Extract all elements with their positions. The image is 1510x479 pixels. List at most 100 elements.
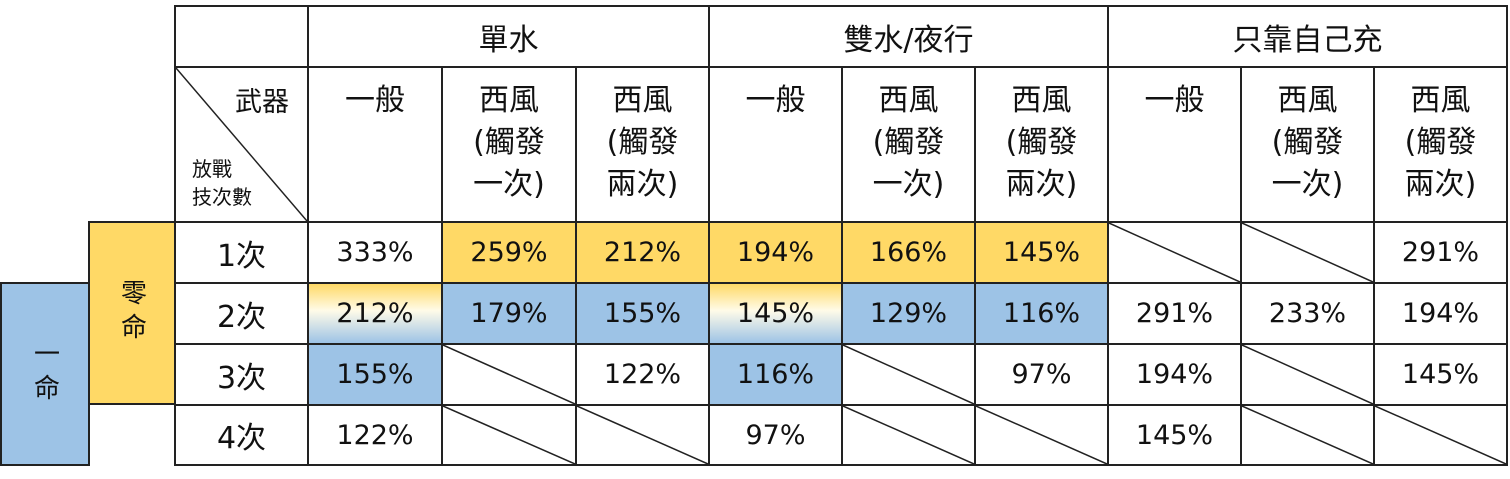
empty-cell (441, 404, 577, 466)
group-header: 雙水/夜行 (708, 5, 1109, 68)
value-cell-text: 122% (603, 359, 682, 390)
weapon-header: 一般 (307, 66, 443, 223)
value-cell-text: 116% (736, 359, 815, 390)
weapon-header: 西風 (觸發 兩次) (974, 66, 1109, 223)
row-header-text: 2次 (216, 299, 267, 335)
weapon-header: 西風 (觸發 一次) (441, 66, 577, 223)
value-cell: 194% (1373, 282, 1508, 345)
value-cell: 179% (441, 282, 577, 345)
empty-cell (974, 404, 1109, 466)
diagonal-line (176, 68, 307, 221)
value-cell-text: 145% (1135, 419, 1214, 451)
value-cell: 97% (708, 404, 843, 466)
value-cell-text: 166% (869, 237, 948, 268)
diagonal-line (976, 406, 1107, 464)
weapon-header-text: 西風 (觸發 兩次) (606, 83, 679, 202)
group-header-text: 只靠自己充 (1232, 22, 1383, 58)
value-cell: 122% (307, 404, 443, 466)
weapon-header-text: 西風 (觸發 兩次) (1005, 83, 1078, 202)
row-header-text: 3次 (216, 360, 267, 396)
value-cell-text: 97% (745, 419, 806, 451)
value-cell-text: 194% (1401, 298, 1480, 329)
top-left-blank-cell (174, 5, 309, 68)
value-cell: 129% (841, 282, 976, 345)
side-label-one-constellation: 一命 (0, 282, 90, 466)
value-cell-text: 145% (1002, 237, 1081, 268)
row-header-text: 4次 (216, 421, 267, 456)
value-cell: 116% (708, 343, 843, 406)
diagonal-line (1109, 223, 1240, 282)
group-header: 只靠自己充 (1107, 5, 1508, 68)
value-cell: 145% (708, 282, 843, 345)
weapon-header-text: 一般 (1144, 83, 1205, 118)
value-cell: 233% (1240, 282, 1375, 345)
diagonal-line (1242, 223, 1373, 282)
weapon-header-text: 西風 (觸發 兩次) (1404, 83, 1477, 202)
value-cell-text: 122% (336, 419, 414, 451)
group-header-text: 雙水/夜行 (843, 22, 974, 58)
corner-weapon-label: 武器 (235, 87, 289, 118)
weapon-header: 西風 (觸發 一次) (841, 66, 976, 223)
value-cell-text: 291% (1135, 298, 1214, 329)
value-cell: 194% (1107, 343, 1242, 406)
empty-cell (1240, 221, 1375, 284)
row-header: 1次 (174, 221, 309, 284)
value-cell-text: 259% (470, 237, 548, 268)
weapon-header-text: 西風 (觸發 一次) (872, 83, 945, 202)
value-cell: 291% (1373, 221, 1508, 284)
value-cell: 122% (575, 343, 710, 406)
diagonal-line (443, 406, 575, 464)
side-label-zero-constellation: 零命 (88, 221, 176, 405)
value-cell-text: 212% (336, 298, 414, 329)
group-header-text: 單水 (478, 22, 539, 58)
weapon-header: 西風 (觸發 兩次) (1373, 66, 1508, 223)
value-cell-text: 233% (1268, 298, 1347, 329)
weapon-header-text: 西風 (觸發 一次) (1271, 83, 1344, 202)
value-cell-text: 333% (336, 237, 414, 268)
value-cell: 291% (1107, 282, 1242, 345)
diagonal-line (443, 345, 575, 404)
value-cell: 116% (974, 282, 1109, 345)
value-cell: 145% (1107, 404, 1242, 466)
weapon-header-text: 西風 (觸發 一次) (473, 83, 545, 202)
value-cell-text: 145% (1401, 359, 1480, 390)
value-cell: 145% (974, 221, 1109, 284)
weapon-header: 一般 (1107, 66, 1242, 223)
diagonal-line (843, 406, 974, 464)
value-cell-text: 194% (736, 237, 815, 268)
diagonal-line (1242, 406, 1373, 464)
value-cell: 212% (575, 221, 710, 284)
value-cell: 155% (307, 343, 443, 406)
value-cell-text: 129% (869, 298, 948, 329)
value-cell: 194% (708, 221, 843, 284)
value-cell-text: 194% (1135, 359, 1214, 390)
value-cell-text: 212% (603, 237, 682, 268)
empty-cell (841, 404, 976, 466)
diagonal-line (843, 345, 974, 404)
row-header: 4次 (174, 404, 309, 466)
value-cell: 155% (575, 282, 710, 345)
weapon-header: 西風 (觸發 一次) (1240, 66, 1375, 223)
diagonal-line (577, 406, 708, 464)
row-header-text: 1次 (216, 238, 267, 274)
value-cell-text: 155% (603, 298, 682, 329)
value-cell-text: 155% (336, 359, 414, 390)
value-cell-text: 291% (1401, 237, 1480, 268)
row-header: 3次 (174, 343, 309, 406)
empty-cell (441, 343, 577, 406)
group-header: 單水 (307, 5, 710, 68)
empty-cell (1373, 404, 1508, 466)
value-cell-text: 145% (736, 298, 815, 329)
weapon-header: 一般 (708, 66, 843, 223)
value-cell: 259% (441, 221, 577, 284)
weapon-header-text: 一般 (745, 83, 806, 118)
value-cell-text: 179% (470, 298, 548, 329)
empty-cell (841, 343, 976, 406)
empty-cell (1240, 404, 1375, 466)
value-cell: 166% (841, 221, 976, 284)
corner-burst-count-label: 放戰 技次數 (192, 157, 252, 209)
value-cell-text: 97% (1011, 359, 1072, 390)
value-cell: 212% (307, 282, 443, 345)
empty-cell (1240, 343, 1375, 406)
value-cell: 333% (307, 221, 443, 284)
